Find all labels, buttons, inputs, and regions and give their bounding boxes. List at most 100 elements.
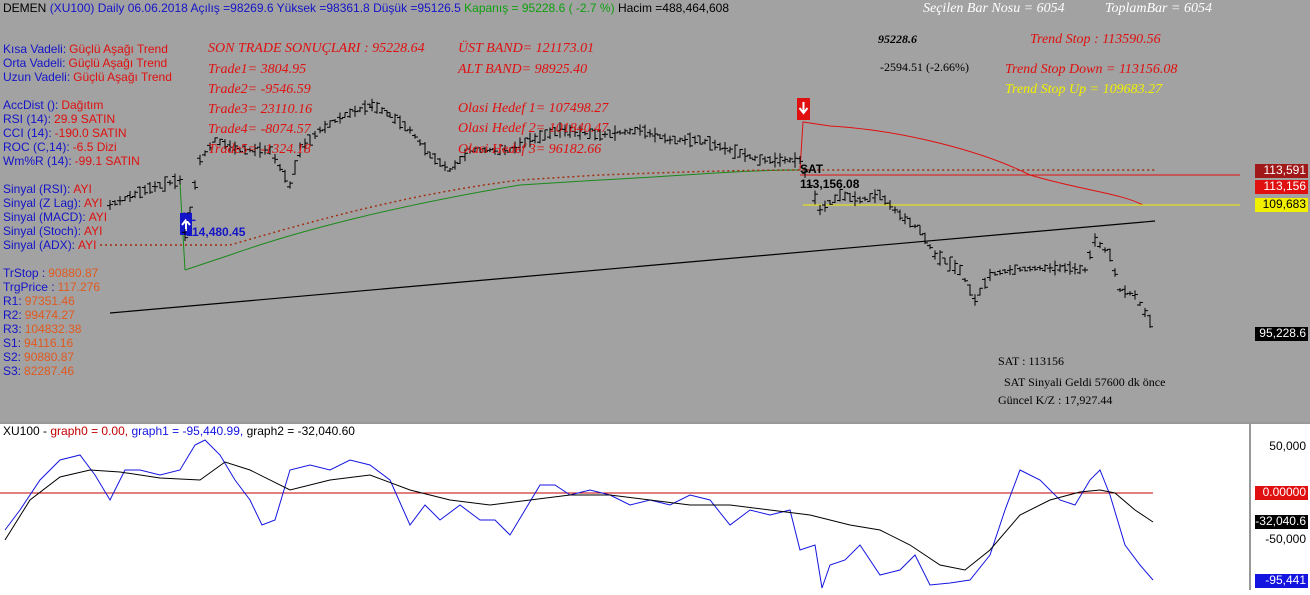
price-bar bbox=[587, 128, 593, 139]
levels-row: R1: 97351.46 bbox=[3, 294, 75, 308]
value: Güçlü Aşağı Trend bbox=[68, 56, 167, 70]
sell-arrow-icon bbox=[798, 102, 809, 115]
label: Wm%R (14): bbox=[3, 154, 72, 168]
value: AYI bbox=[78, 238, 96, 252]
price-bar bbox=[202, 150, 208, 157]
band: ALT BAND= 98925.40 bbox=[457, 62, 587, 77]
axis-label: 95,228.6 bbox=[1259, 326, 1306, 340]
axis-box bbox=[1255, 180, 1308, 194]
price-bar bbox=[602, 131, 608, 138]
axis-label: 113,591 bbox=[1264, 163, 1307, 177]
price-bar bbox=[702, 138, 708, 145]
price-bars bbox=[107, 98, 1153, 328]
axis-box bbox=[1255, 515, 1308, 529]
value: 97351.46 bbox=[25, 294, 75, 308]
indicators-row: CCI (14): -190.0 SATIN bbox=[3, 126, 127, 140]
price-bar bbox=[297, 142, 303, 158]
price-bar bbox=[897, 209, 903, 221]
levels-row: R2: 99474.27 bbox=[3, 308, 75, 322]
price-bar bbox=[692, 135, 698, 145]
label: Sinyal (Z Lag): bbox=[3, 196, 81, 210]
price-bar bbox=[697, 135, 703, 145]
price-bar bbox=[502, 144, 508, 156]
price-bar bbox=[592, 128, 598, 141]
price-bar bbox=[842, 191, 848, 201]
price-bar bbox=[997, 269, 1003, 276]
price-bar bbox=[802, 167, 808, 178]
graph0: graph0 = 0.00, bbox=[50, 424, 128, 438]
market: (XU100) bbox=[50, 1, 95, 15]
label: Sinyal (MACD): bbox=[3, 210, 86, 224]
price-bar bbox=[797, 155, 803, 165]
price-bar bbox=[1142, 307, 1148, 318]
price-bar bbox=[902, 213, 908, 225]
signals-row: Sinyal (ADX): AYI bbox=[3, 238, 96, 252]
label: S2: bbox=[3, 350, 21, 364]
price-bar bbox=[107, 200, 113, 210]
price-bar bbox=[252, 143, 258, 157]
signals-row: Sinyal (MACD): AYI bbox=[3, 210, 107, 224]
price-bar bbox=[937, 250, 943, 266]
trend_panel-row: Uzun Vadeli: Güçlü Aşağı Trend bbox=[3, 70, 172, 84]
osc-prefix: XU100 - bbox=[3, 424, 47, 438]
axis-box bbox=[1255, 486, 1308, 500]
price-bar bbox=[1092, 233, 1098, 247]
price-bar bbox=[667, 135, 673, 145]
trade: Trade3= 23110.16 bbox=[208, 102, 312, 117]
trade: Trade5= -1324.18 bbox=[208, 142, 311, 157]
price-bar bbox=[647, 129, 653, 138]
price-bar bbox=[812, 190, 818, 205]
price-bar bbox=[1047, 263, 1053, 273]
price-bar bbox=[407, 126, 413, 134]
price-bar bbox=[467, 146, 473, 154]
price-bar bbox=[1067, 261, 1073, 275]
signal-text: Güncel K/Z : 17,927.44 bbox=[998, 393, 1112, 407]
price-bar bbox=[927, 244, 933, 250]
price-bar bbox=[127, 190, 133, 203]
label: Sinyal (ADX): bbox=[3, 238, 75, 252]
price-bar bbox=[432, 153, 438, 165]
price-bar bbox=[1002, 268, 1008, 274]
axis-label: -95,441 bbox=[1265, 573, 1306, 587]
signal-text: SAT Sinyali Geldi 57600 dk önce bbox=[1004, 375, 1165, 389]
price-bar bbox=[732, 144, 738, 159]
price-bar bbox=[1097, 241, 1103, 249]
volume: Hacim =488,464,608 bbox=[618, 1, 729, 15]
price-bar bbox=[1112, 268, 1118, 277]
header: DEMEN (XU100) Daily 06.06.2018 Açılış =9… bbox=[3, 1, 729, 15]
value: 117.276 bbox=[58, 280, 101, 294]
axis-box bbox=[1255, 327, 1308, 341]
price-change: -2594.51 (-2.66%) bbox=[880, 60, 969, 74]
signals-row: Sinyal (Z Lag): AYI bbox=[3, 196, 102, 210]
trend-stop-line bbox=[799, 121, 1144, 206]
price-bar bbox=[197, 154, 203, 166]
price-bar bbox=[782, 156, 788, 164]
total-bar: ToplamBar = 6054 bbox=[1105, 1, 1212, 16]
price-bar bbox=[547, 127, 553, 140]
oscillator-axis: 50,000 0.00000 -32,040.6 -50,000 -95,441 bbox=[1255, 439, 1308, 588]
label: Sinyal (RSI): bbox=[3, 182, 70, 196]
price-bar bbox=[1022, 266, 1028, 272]
green-line bbox=[184, 169, 801, 271]
price-bar bbox=[642, 124, 648, 139]
value: AYI bbox=[89, 210, 107, 224]
price-bar bbox=[437, 158, 443, 167]
price-bar bbox=[402, 121, 408, 132]
levels-row: TrStop :90880.87 bbox=[3, 266, 99, 280]
label: Orta Vadeli: bbox=[3, 56, 65, 70]
price-bar bbox=[422, 142, 428, 156]
price-bar bbox=[1117, 288, 1123, 292]
price-bar bbox=[212, 137, 218, 143]
price-bar bbox=[867, 193, 873, 202]
levels-row: TrgPrice :117.276 bbox=[3, 280, 100, 294]
price-bar bbox=[762, 156, 768, 164]
value: -190.0 SATIN bbox=[55, 126, 127, 140]
price-bar bbox=[337, 112, 343, 124]
dotted-line bbox=[100, 169, 1155, 246]
price-bar bbox=[1122, 285, 1128, 299]
value: -99.1 SATIN bbox=[75, 154, 140, 168]
price-axis: 113,591 113,156 109,683 95,228.6 bbox=[1255, 163, 1308, 341]
indicators-row: AccDist (): Dağıtım bbox=[3, 98, 103, 112]
price-bar bbox=[872, 189, 878, 204]
axis-label: -32,040.6 bbox=[1255, 514, 1306, 528]
